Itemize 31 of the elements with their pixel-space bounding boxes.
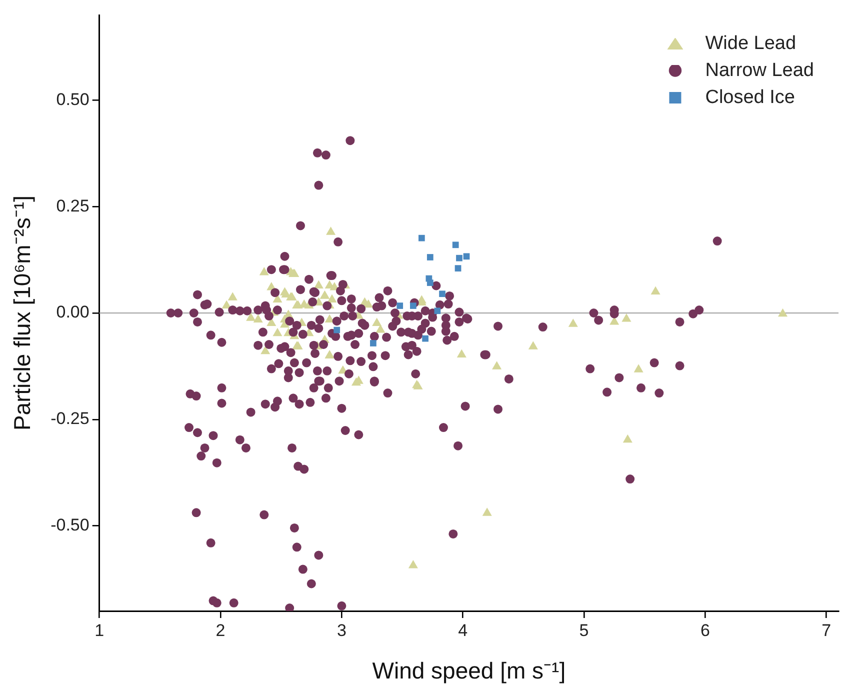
point bbox=[454, 265, 462, 272]
point bbox=[456, 254, 462, 262]
y-tick-label: -0.50 bbox=[50, 516, 90, 535]
x-tick-label: 4 bbox=[458, 620, 468, 640]
point bbox=[426, 254, 434, 260]
point bbox=[434, 308, 441, 314]
point bbox=[418, 234, 425, 242]
y-tick-label: 0.50 bbox=[56, 90, 90, 109]
point bbox=[370, 340, 376, 346]
x-tick-label: 3 bbox=[336, 620, 346, 640]
x-tick-label: 5 bbox=[579, 620, 589, 640]
y-tick-label: 0.25 bbox=[56, 196, 90, 216]
x-axis-title: Wind speed [m s⁻¹] bbox=[372, 658, 566, 684]
legend-label: Narrow Lead bbox=[705, 60, 814, 82]
point bbox=[396, 302, 404, 309]
point bbox=[334, 326, 340, 334]
point bbox=[410, 302, 416, 309]
point bbox=[422, 335, 428, 342]
x-tick-label: 6 bbox=[700, 620, 710, 640]
x-tick-label: 2 bbox=[216, 620, 226, 640]
legend-label: Closed Ice bbox=[705, 86, 795, 108]
y-axis-title: Particle flux [10⁶m⁻²s⁻¹] bbox=[9, 195, 36, 431]
point bbox=[439, 290, 446, 298]
y-tick-label: -0.25 bbox=[50, 409, 90, 428]
x-tick-label: 1 bbox=[94, 620, 104, 640]
y-tick-label: 0.00 bbox=[56, 302, 90, 322]
x-tick-label: 7 bbox=[822, 620, 832, 640]
point bbox=[426, 280, 434, 286]
legend-label: Wide Lead bbox=[705, 32, 796, 54]
point bbox=[452, 242, 459, 248]
point bbox=[463, 253, 470, 260]
